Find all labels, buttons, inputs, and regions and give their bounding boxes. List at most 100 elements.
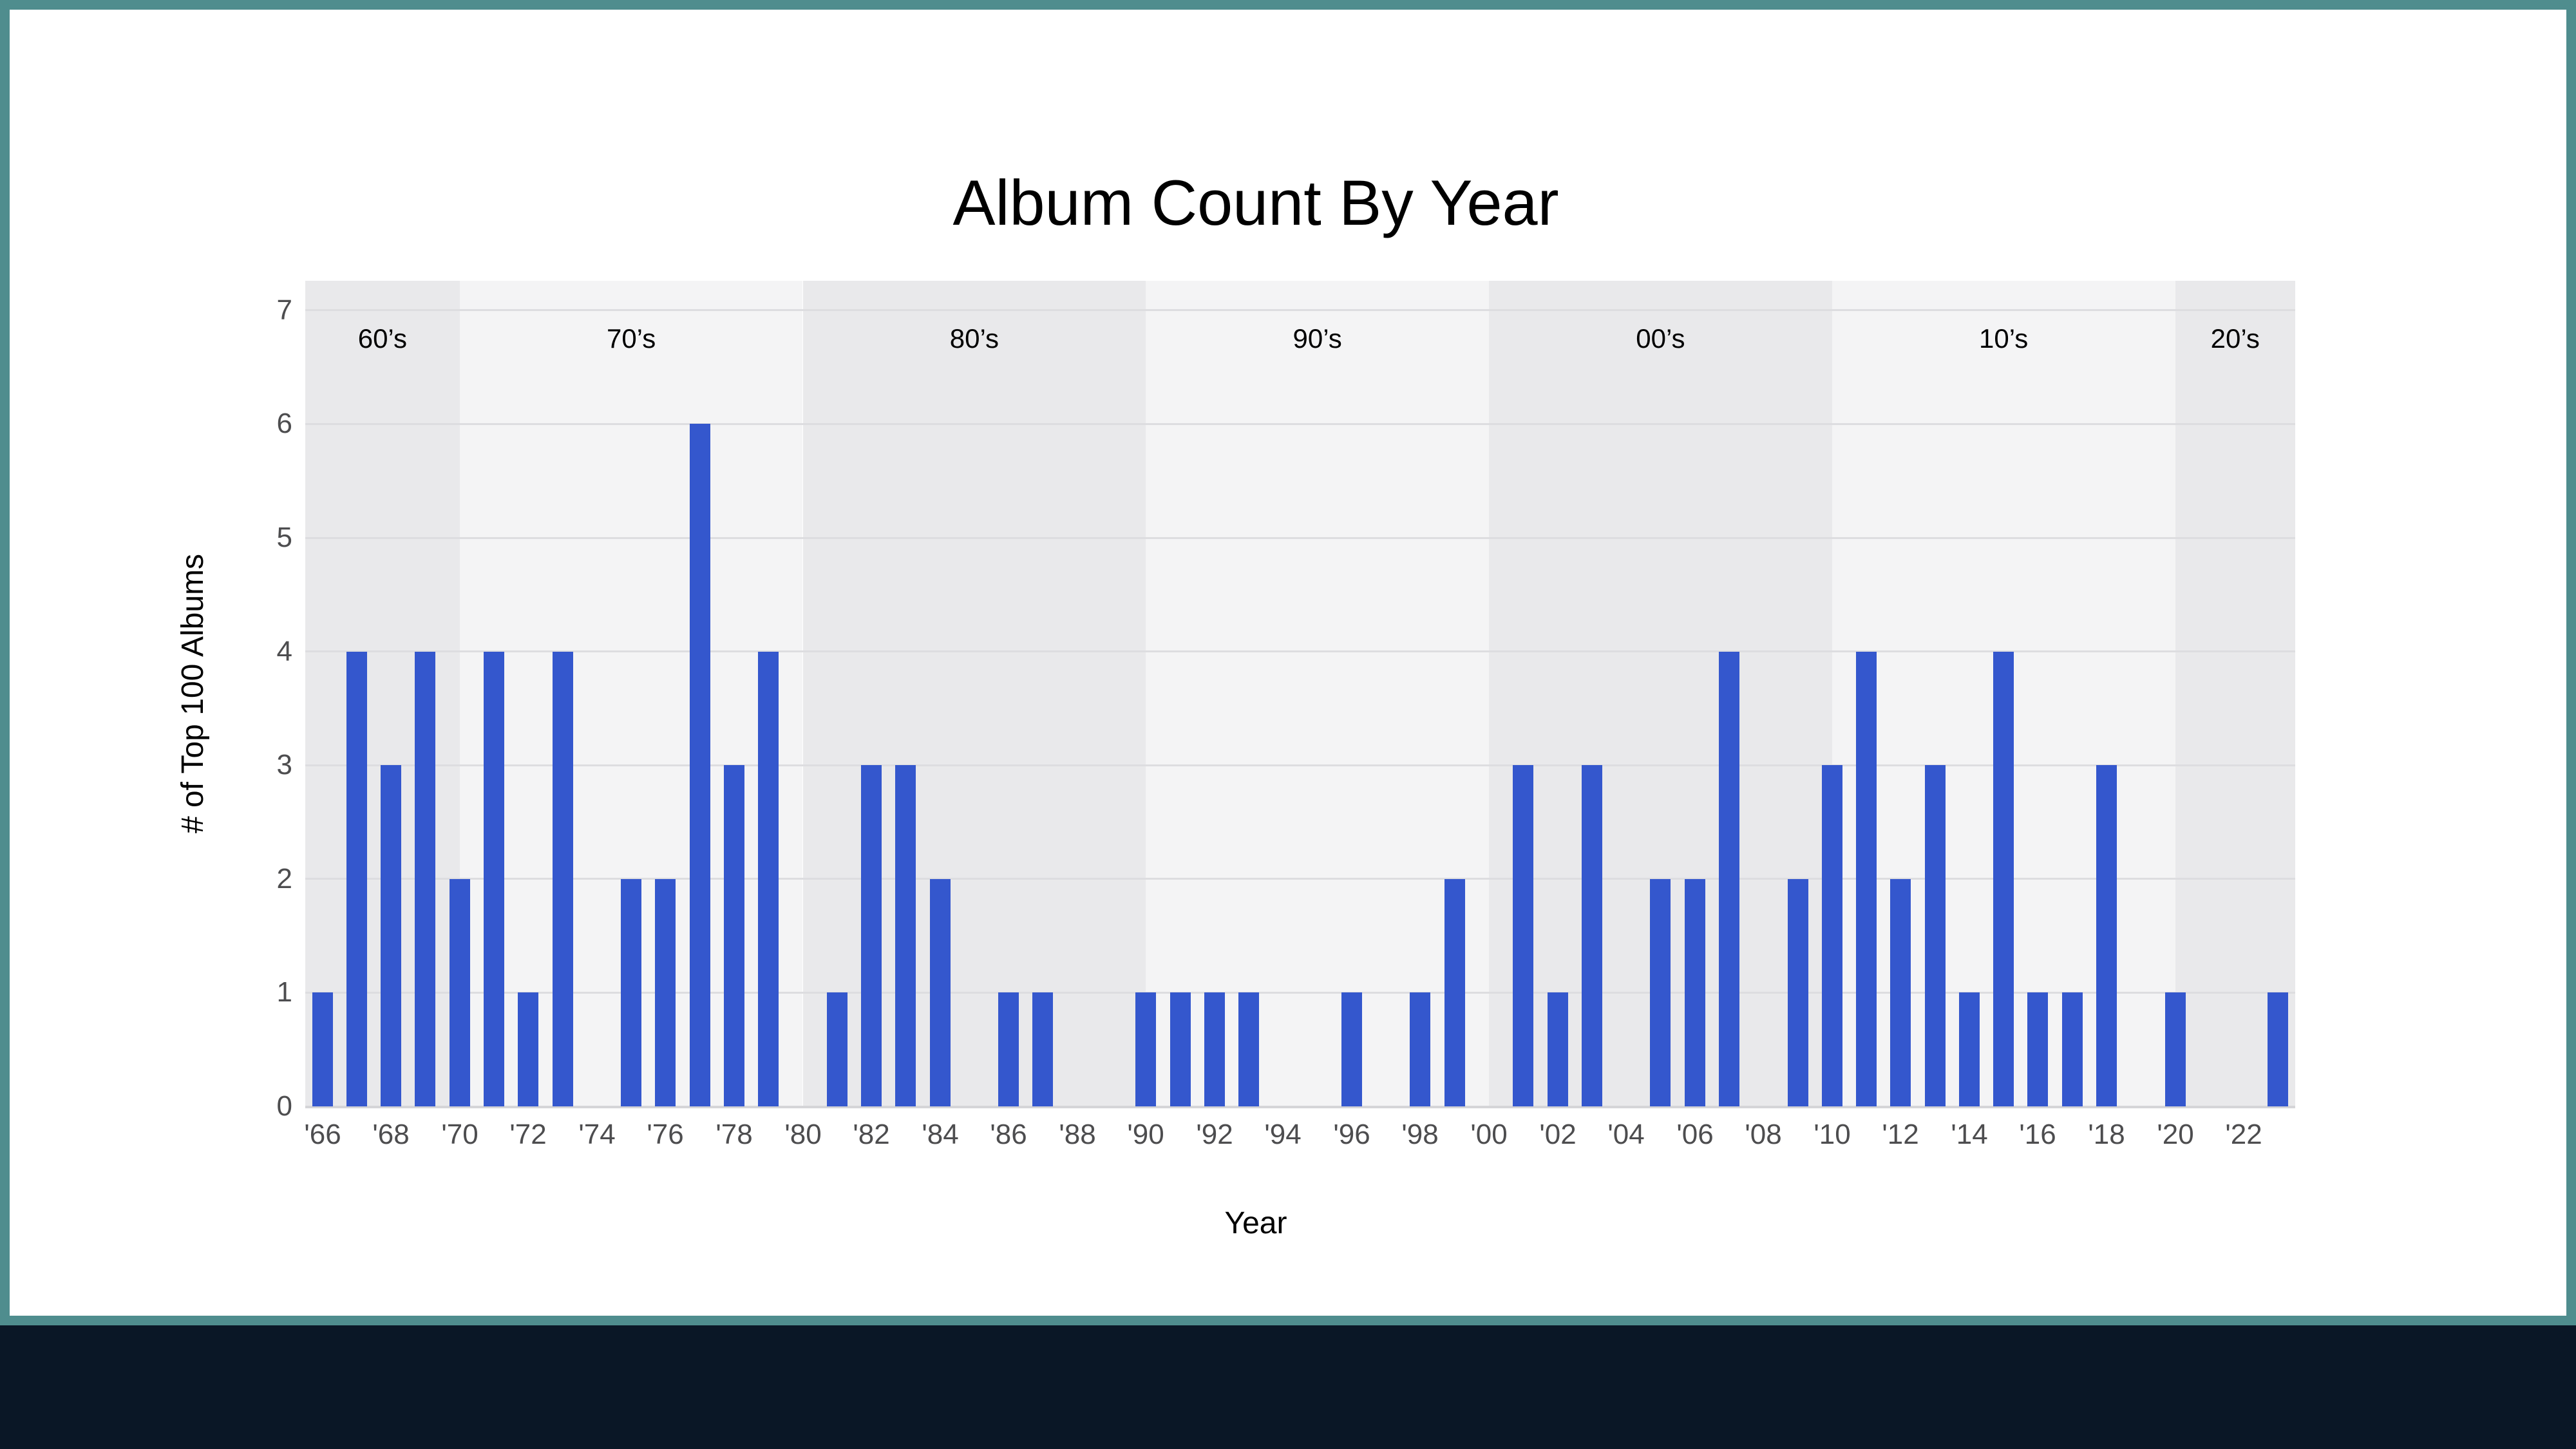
bar-1966 xyxy=(312,992,333,1106)
bar-2003 xyxy=(1582,765,1602,1106)
decade-band-90s xyxy=(1146,281,1489,1106)
decade-label-80s: 80’s xyxy=(949,323,999,354)
bar-2006 xyxy=(1685,879,1705,1106)
gridline-y0 xyxy=(305,1106,2295,1108)
x-tick-label-1982: '82 xyxy=(853,1119,890,1150)
bar-1982 xyxy=(861,765,882,1106)
y-axis-title: # of Top 100 Albums xyxy=(176,553,210,834)
y-tick-label-0: 0 xyxy=(276,1090,292,1122)
x-tick-label-1974: '74 xyxy=(578,1119,616,1150)
x-tick-label-2006: '06 xyxy=(1676,1119,1714,1150)
gridline-y4 xyxy=(305,650,2295,652)
x-tick-label-1996: '96 xyxy=(1333,1119,1370,1150)
bar-2016 xyxy=(2027,992,2048,1106)
bar-1973 xyxy=(553,652,573,1106)
bar-1993 xyxy=(1238,992,1259,1106)
bar-2011 xyxy=(1856,652,1877,1106)
bar-2014 xyxy=(1959,992,1980,1106)
x-tick-label-1990: '90 xyxy=(1127,1119,1164,1150)
bar-1986 xyxy=(998,992,1019,1106)
bar-1981 xyxy=(827,992,848,1106)
bar-2012 xyxy=(1890,879,1911,1106)
plot-area: 60’s 70’s 80’s 90’s 00’s 10’s 20’s xyxy=(305,281,2295,1108)
x-tick-label-2010: '10 xyxy=(1814,1119,1851,1150)
x-tick-label-2018: '18 xyxy=(2088,1119,2125,1150)
decade-label-10s: 10’s xyxy=(1978,323,2029,354)
bar-1996 xyxy=(1341,992,1362,1106)
x-tick-label-1992: '92 xyxy=(1196,1119,1233,1150)
bar-2005 xyxy=(1650,879,1671,1106)
bar-1990 xyxy=(1135,992,1156,1106)
y-tick-label-4: 4 xyxy=(276,636,292,667)
decade-label-60s: 60’s xyxy=(357,323,408,354)
x-tick-label-1972: '72 xyxy=(509,1119,547,1150)
bar-2020 xyxy=(2165,992,2186,1106)
x-axis-title: Year xyxy=(1224,1206,1287,1240)
bar-1971 xyxy=(484,652,504,1106)
x-tick-label-1966: '66 xyxy=(304,1119,341,1150)
decade-band-80s xyxy=(802,281,1146,1106)
x-tick-label-2012: '12 xyxy=(1882,1119,1919,1150)
bar-1983 xyxy=(895,765,916,1106)
bar-2015 xyxy=(1993,652,2014,1106)
y-tick-label-6: 6 xyxy=(276,408,292,439)
bar-1999 xyxy=(1444,879,1465,1106)
x-tick-label-1980: '80 xyxy=(784,1119,822,1150)
x-tick-label-2008: '08 xyxy=(1745,1119,1782,1150)
x-tick-label-2022: '22 xyxy=(2225,1119,2262,1150)
bar-2002 xyxy=(1548,992,1568,1106)
bar-1975 xyxy=(621,879,641,1106)
bar-1998 xyxy=(1410,992,1430,1106)
decade-label-00s: 00’s xyxy=(1636,323,1685,354)
bar-2018 xyxy=(2096,765,2117,1106)
y-tick-label-3: 3 xyxy=(276,749,292,781)
x-tick-label-2004: '04 xyxy=(1607,1119,1645,1150)
x-tick-label-1978: '78 xyxy=(715,1119,753,1150)
bar-1976 xyxy=(655,879,676,1106)
bar-1968 xyxy=(381,765,401,1106)
x-tick-label-1984: '84 xyxy=(922,1119,959,1150)
x-tick-label-1968: '68 xyxy=(372,1119,410,1150)
gridline-y3 xyxy=(305,764,2295,766)
bar-1977 xyxy=(690,424,710,1106)
bar-1969 xyxy=(415,652,435,1106)
x-tick-label-1976: '76 xyxy=(647,1119,684,1150)
x-tick-label-2016: '16 xyxy=(2019,1119,2056,1150)
bar-2013 xyxy=(1925,765,1946,1106)
x-tick-label-1994: '94 xyxy=(1264,1119,1302,1150)
x-tick-label-1988: '88 xyxy=(1059,1119,1096,1150)
x-tick-label-2000: '00 xyxy=(1470,1119,1508,1150)
gridline-y5 xyxy=(305,537,2295,539)
y-tick-label-7: 7 xyxy=(276,294,292,326)
bar-2010 xyxy=(1822,765,1842,1106)
x-tick-label-2014: '14 xyxy=(1951,1119,1988,1150)
x-tick-label-2002: '02 xyxy=(1539,1119,1577,1150)
bar-1991 xyxy=(1170,992,1191,1106)
bar-1978 xyxy=(724,765,744,1106)
x-tick-label-1970: '70 xyxy=(441,1119,478,1150)
bar-1972 xyxy=(518,992,538,1106)
y-tick-label-2: 2 xyxy=(276,863,292,895)
decade-label-20s: 20’s xyxy=(2210,323,2260,354)
bar-1979 xyxy=(758,652,779,1106)
decade-label-90s: 90’s xyxy=(1293,323,1342,354)
bar-2009 xyxy=(1788,879,1808,1106)
y-tick-label-1: 1 xyxy=(276,976,292,1008)
x-tick-label-1986: '86 xyxy=(990,1119,1027,1150)
y-tick-label-5: 5 xyxy=(276,522,292,553)
x-tick-label-1998: '98 xyxy=(1401,1119,1439,1150)
gridline-y6 xyxy=(305,423,2295,425)
bar-1967 xyxy=(346,652,367,1106)
bar-1992 xyxy=(1204,992,1225,1106)
bar-2017 xyxy=(2062,992,2083,1106)
gridline-y7 xyxy=(305,309,2295,311)
footer-bar: psb xyxy=(0,1325,2576,1449)
x-tick-label-2020: '20 xyxy=(2157,1119,2194,1150)
chart-title: Album Count By Year xyxy=(952,167,1559,238)
bar-1970 xyxy=(450,879,470,1106)
gridline-y2 xyxy=(305,878,2295,880)
bar-1984 xyxy=(930,879,951,1106)
decade-band-20s xyxy=(2175,281,2295,1106)
